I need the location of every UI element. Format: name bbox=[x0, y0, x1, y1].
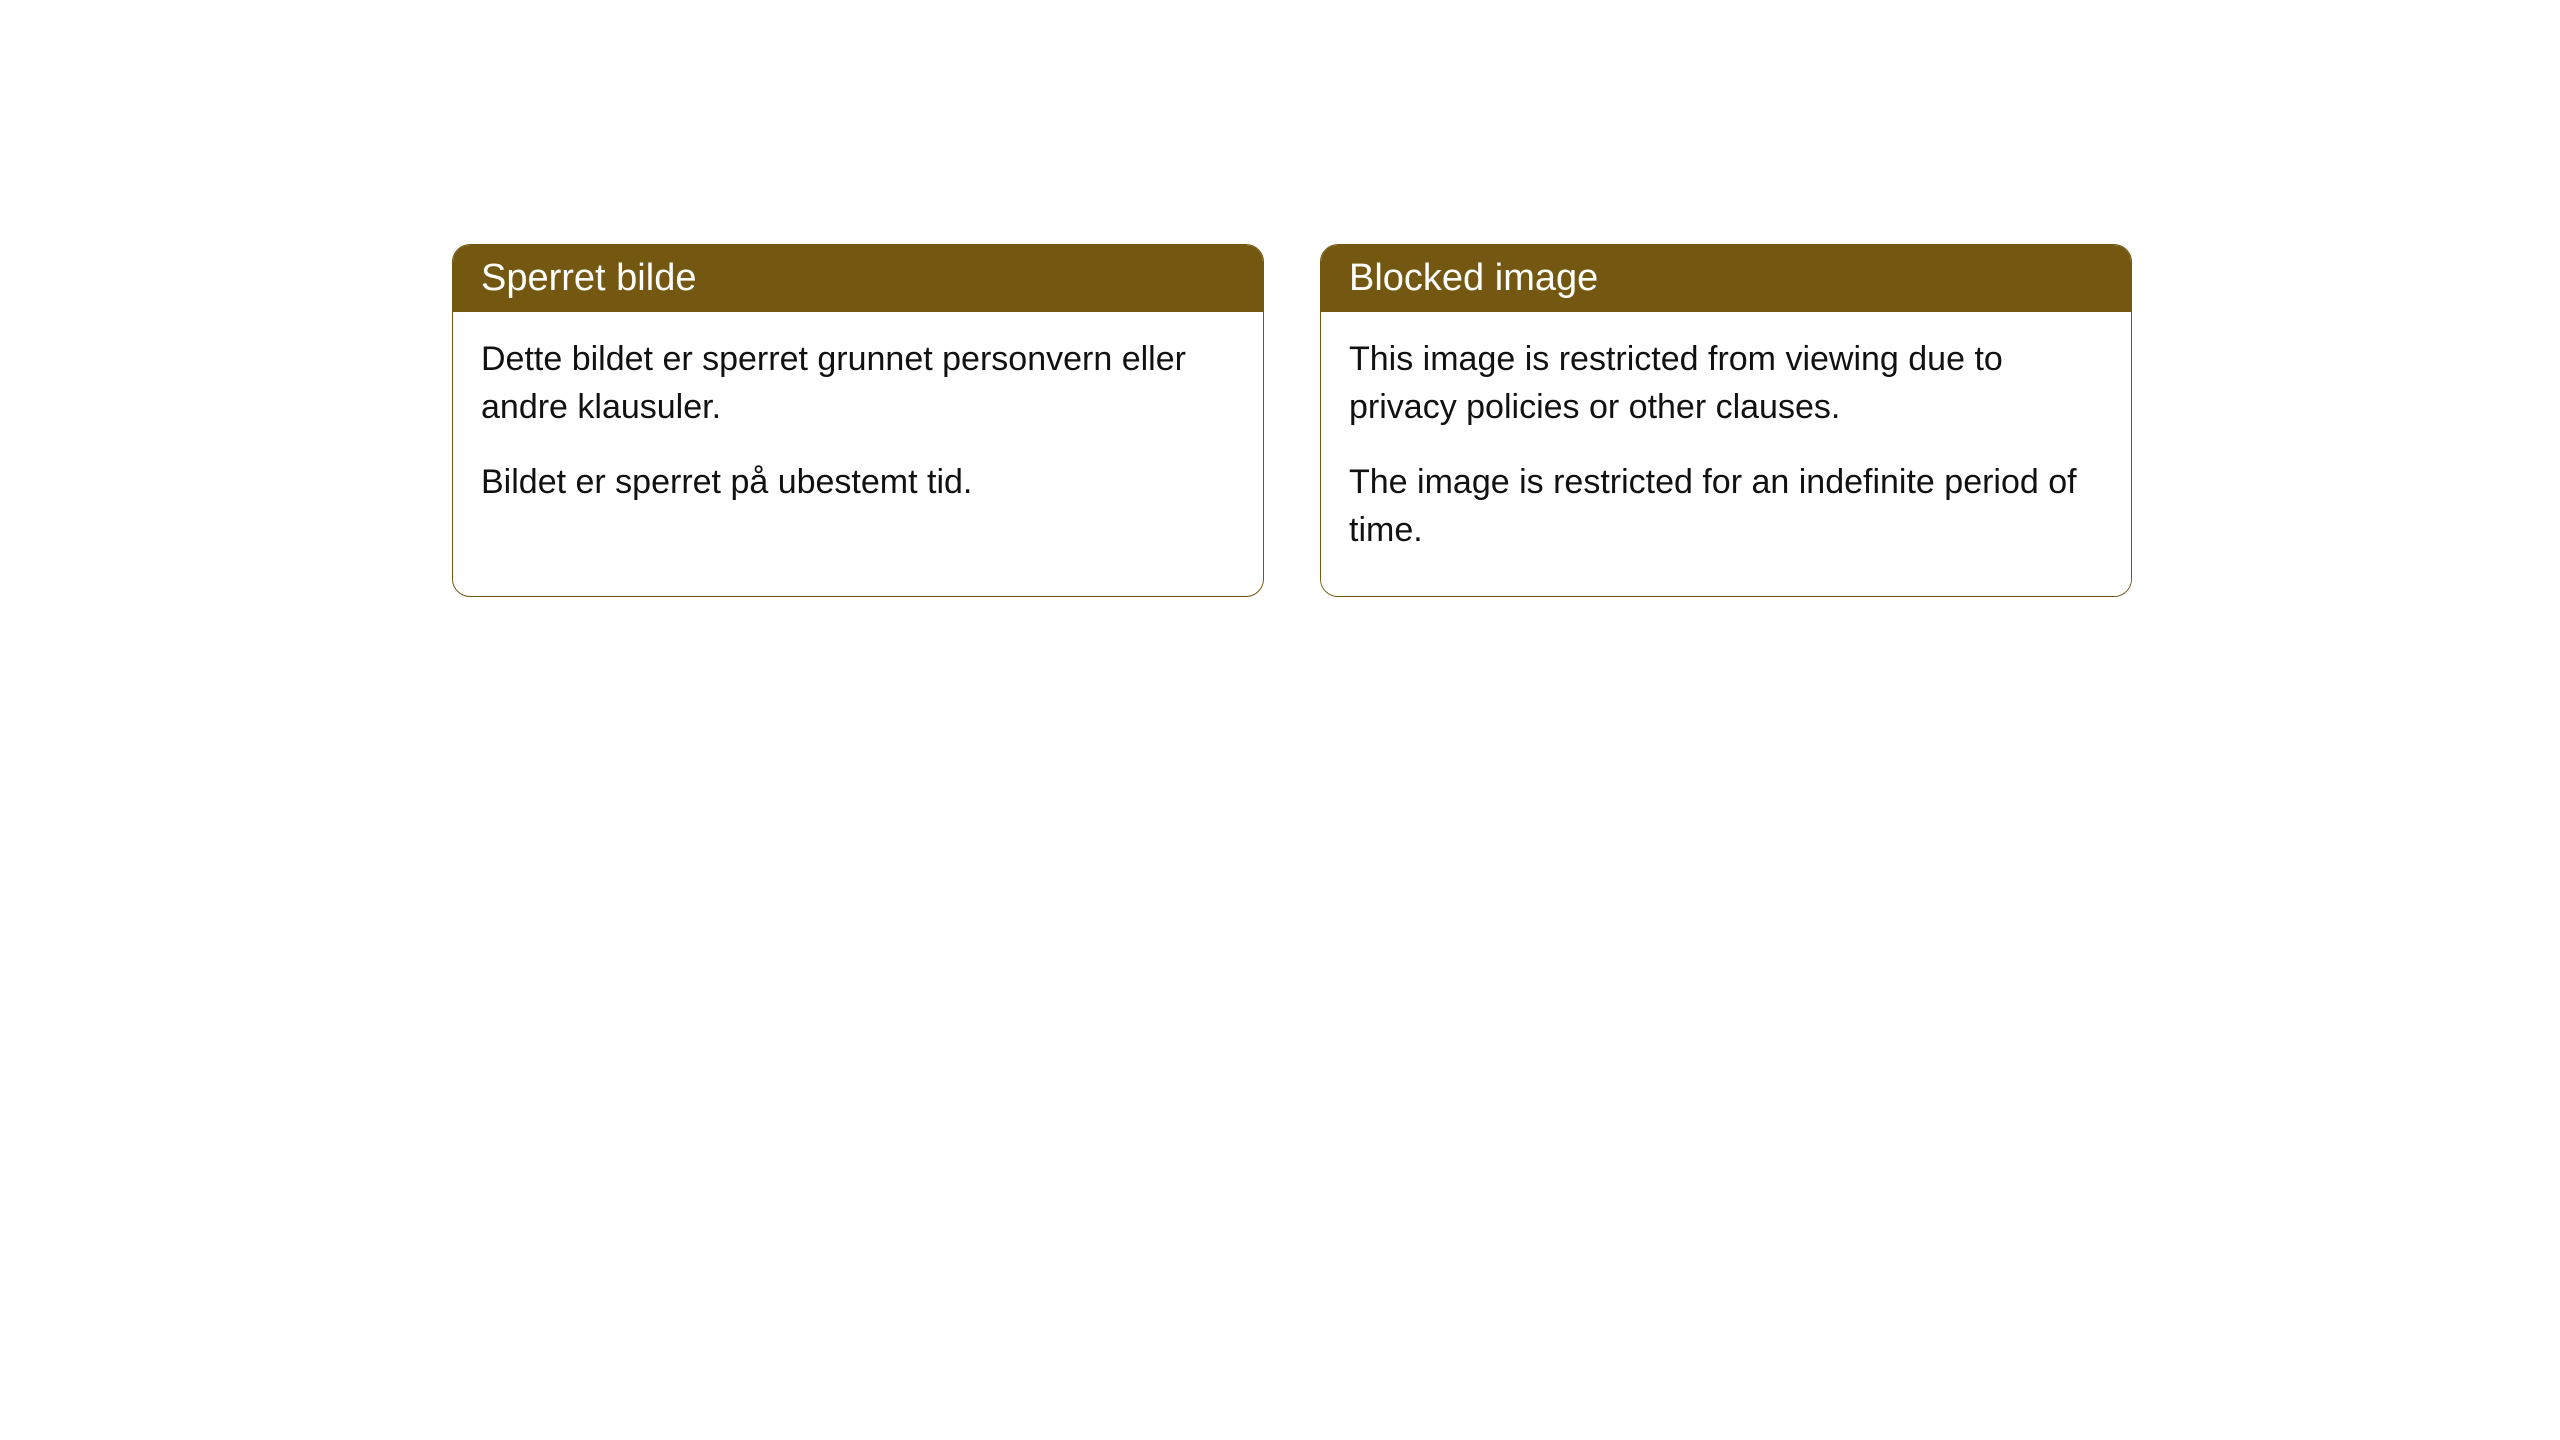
card-paragraph: Dette bildet er sperret grunnet personve… bbox=[481, 336, 1235, 431]
card-paragraph: The image is restricted for an indefinit… bbox=[1349, 459, 2103, 554]
card-title: Sperret bilde bbox=[481, 257, 696, 299]
card-header: Sperret bilde bbox=[453, 245, 1263, 312]
card-body: This image is restricted from viewing du… bbox=[1321, 312, 2131, 596]
card-header: Blocked image bbox=[1321, 245, 2131, 312]
card-title: Blocked image bbox=[1349, 257, 1598, 299]
card-paragraph: This image is restricted from viewing du… bbox=[1349, 336, 2103, 431]
notice-cards-container: Sperret bilde Dette bildet er sperret gr… bbox=[452, 244, 2132, 597]
card-body: Dette bildet er sperret grunnet personve… bbox=[453, 312, 1263, 549]
notice-card-norwegian: Sperret bilde Dette bildet er sperret gr… bbox=[452, 244, 1264, 597]
card-paragraph: Bildet er sperret på ubestemt tid. bbox=[481, 459, 1235, 507]
notice-card-english: Blocked image This image is restricted f… bbox=[1320, 244, 2132, 597]
